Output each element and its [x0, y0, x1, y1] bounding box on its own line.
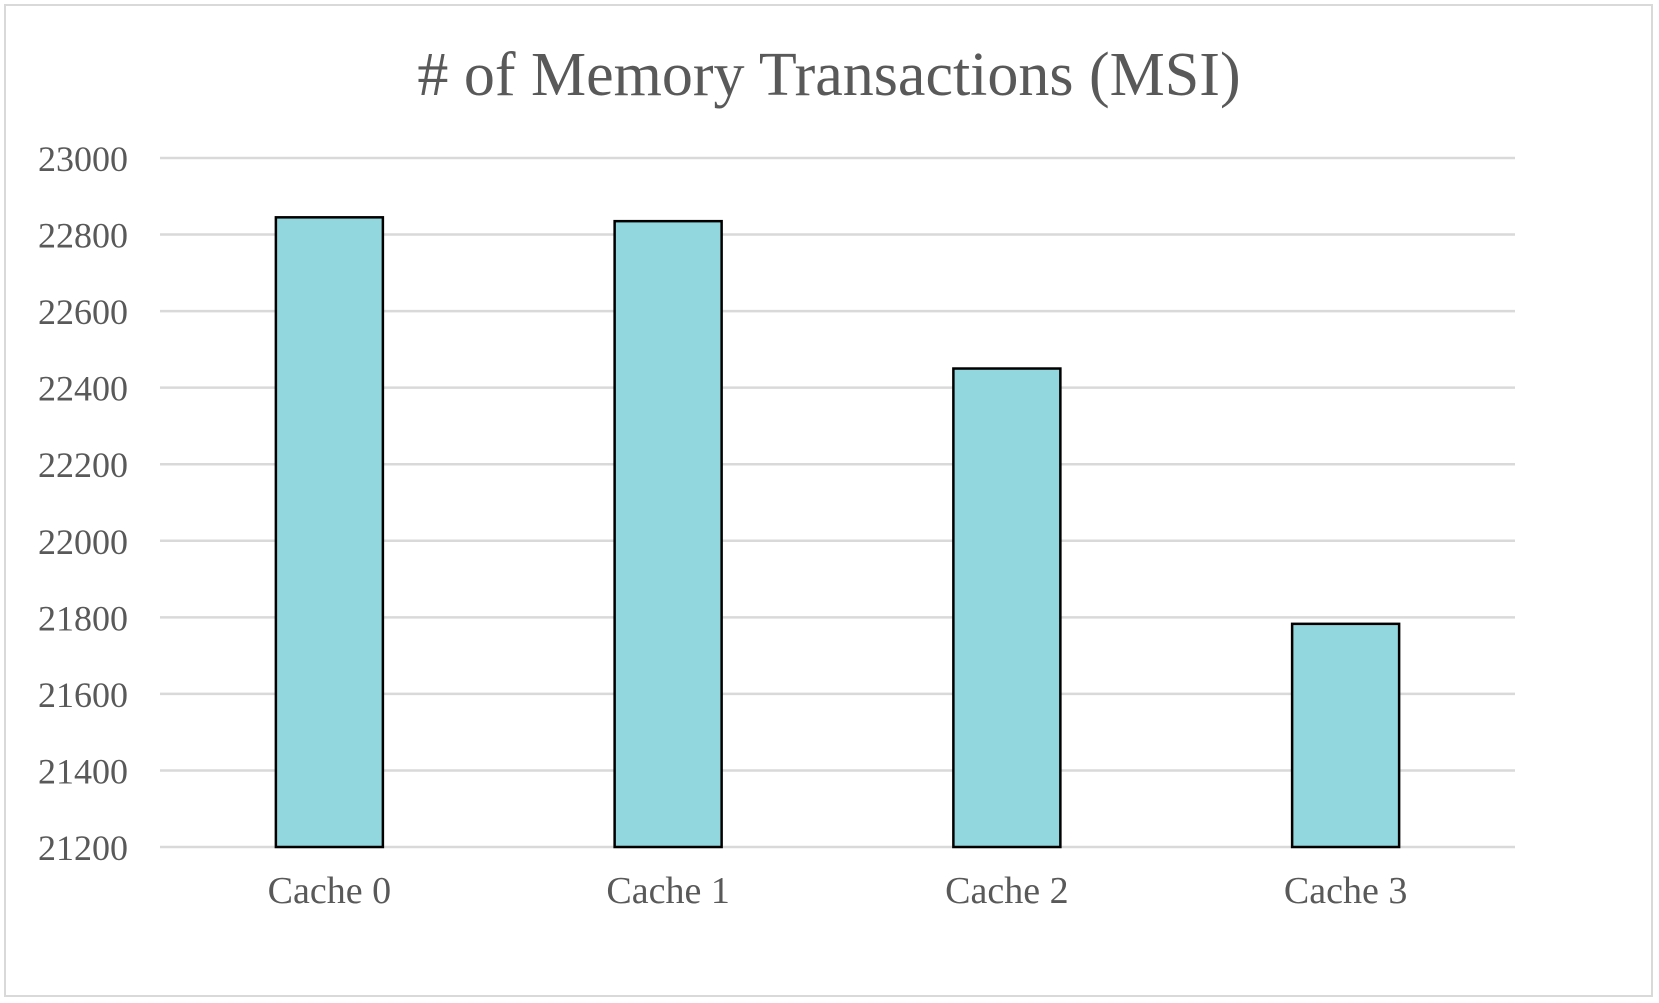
y-tick-label: 21200: [38, 828, 128, 868]
x-axis-category-labels: Cache 0 Cache 1 Cache 2 Cache 3: [268, 870, 1408, 912]
y-tick-label: 21800: [38, 598, 128, 638]
y-tick-label: 22000: [38, 522, 128, 562]
y-tick-label: 22600: [38, 292, 128, 332]
y-tick-label: 23000: [38, 139, 128, 179]
x-category-label: Cache 3: [1284, 870, 1407, 912]
y-tick-label: 22400: [38, 369, 128, 409]
y-tick-label: 22200: [38, 445, 128, 485]
chart-title: # of Memory Transactions (MSI): [417, 41, 1240, 109]
x-category-label: Cache 1: [606, 870, 729, 912]
y-tick-label: 21400: [38, 751, 128, 791]
bar-cache-3: [1290, 622, 1401, 849]
bar-cache-2: [952, 367, 1062, 849]
y-tick-label: 21600: [38, 675, 128, 715]
gridlines: [160, 156, 1515, 849]
y-axis-tick-labels: 21200 21400 21600 21800 22000 22200 22400 22600…: [38, 139, 128, 868]
bar-cache-1: [613, 219, 723, 849]
bar-cache-0: [274, 216, 385, 849]
bars: [274, 216, 1401, 849]
y-tick-label: 22800: [38, 216, 128, 256]
x-category-label: Cache 0: [268, 870, 391, 912]
x-category-label: Cache 2: [945, 870, 1068, 912]
